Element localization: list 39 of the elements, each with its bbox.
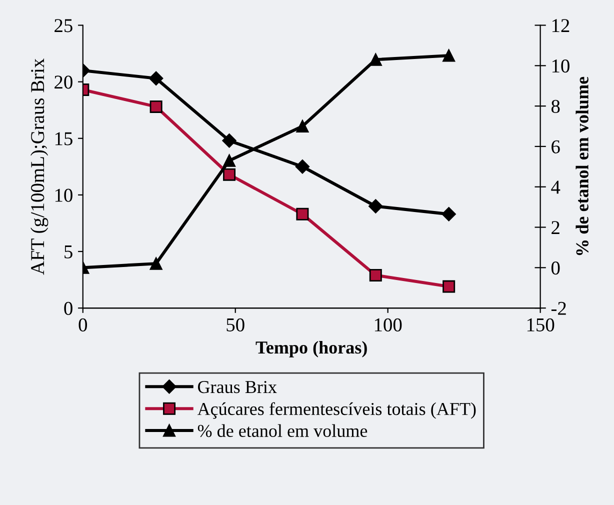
point xyxy=(442,280,456,293)
point xyxy=(223,168,236,181)
point xyxy=(369,53,382,66)
point xyxy=(296,120,309,132)
y2-tick-label: 2 xyxy=(552,221,560,234)
legend-label: % de etanol em volume xyxy=(198,424,368,438)
y-tick-label: 20 xyxy=(54,76,72,89)
y2-tick-label: 0 xyxy=(551,261,560,275)
y2-tick-label: 8 xyxy=(551,100,560,113)
point xyxy=(223,154,236,167)
point xyxy=(295,160,310,174)
y2-tick-label: 12 xyxy=(552,19,570,32)
y-tick-label: 15 xyxy=(55,132,72,146)
y-tick-label: 0 xyxy=(64,302,72,315)
point xyxy=(149,71,164,86)
y-tick-label: 10 xyxy=(55,188,72,202)
y2-tick-label: 4 xyxy=(551,180,560,194)
legend-label: Açúcares fermentescíveis totais (AFT) xyxy=(197,402,476,419)
y-axis-title: AFT (g/100mL);Graus Brix xyxy=(30,58,48,275)
point xyxy=(368,199,383,214)
x-tick-label: 100 xyxy=(374,318,402,332)
x-axis-title: Tempo (horas) xyxy=(256,340,367,358)
point xyxy=(222,134,236,148)
point xyxy=(442,207,456,222)
x-tick-label: 50 xyxy=(226,318,244,332)
x-tick-label: 150 xyxy=(527,318,554,332)
y2-tick-label: 6 xyxy=(552,140,560,154)
y2-tick-label: 10 xyxy=(552,59,570,73)
point xyxy=(150,257,162,270)
point xyxy=(442,49,456,62)
point xyxy=(150,100,162,113)
legend-label: Graus Brix xyxy=(198,381,277,394)
y2-axis-title: % de etanol em volume xyxy=(576,76,589,256)
point xyxy=(296,208,309,220)
y-tick-label: 25 xyxy=(54,19,72,32)
y2-tick-label: -2 xyxy=(551,302,566,315)
point xyxy=(369,268,382,282)
x-tick-label: 0 xyxy=(78,318,88,332)
y-tick-label: 5 xyxy=(64,246,72,258)
